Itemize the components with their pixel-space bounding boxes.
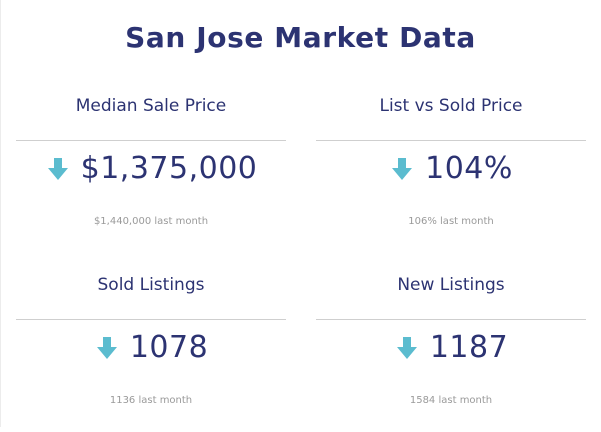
metric-card-list-vs-sold-price: List vs Sold Price 104% 106% last month [316, 93, 586, 253]
arrow-down-icon [396, 337, 417, 359]
arrow-down-icon [47, 158, 68, 180]
arrow-down-icon [96, 337, 117, 359]
metric-previous: 106% last month [408, 216, 494, 227]
metric-card-new-listings: New Listings 1187 1584 last month [316, 272, 586, 432]
metric-value-row: 104% [316, 147, 586, 191]
metric-label: Sold Listings [97, 275, 205, 295]
metric-value-row: 1078 [16, 326, 286, 370]
arrow-down-icon [392, 158, 413, 180]
metric-previous: 1136 last month [109, 395, 193, 406]
page-title: San Jose Market Data [125, 21, 476, 54]
divider [316, 319, 586, 320]
metric-label: Median Sale Price [75, 96, 227, 116]
metric-value-row: 1187 [316, 326, 586, 370]
metric-card-median-sale-price: Median Sale Price $1,375,000 $1,440,000 … [16, 93, 286, 253]
divider [316, 140, 586, 141]
metric-value-row: $1,375,000 [16, 147, 286, 191]
metric-value: 1187 [429, 330, 509, 365]
page-left-border [0, 0, 1, 427]
metric-value: 1078 [129, 330, 209, 365]
metric-card-sold-listings: Sold Listings 1078 1136 last month [16, 272, 286, 432]
metric-value: 104% [425, 151, 513, 186]
metric-value: $1,375,000 [80, 151, 258, 186]
divider [16, 140, 286, 141]
divider [16, 319, 286, 320]
metric-previous: $1,440,000 last month [93, 216, 209, 227]
metric-label: List vs Sold Price [379, 96, 523, 116]
metric-previous: 1584 last month [409, 395, 493, 406]
metric-label: New Listings [397, 275, 505, 295]
